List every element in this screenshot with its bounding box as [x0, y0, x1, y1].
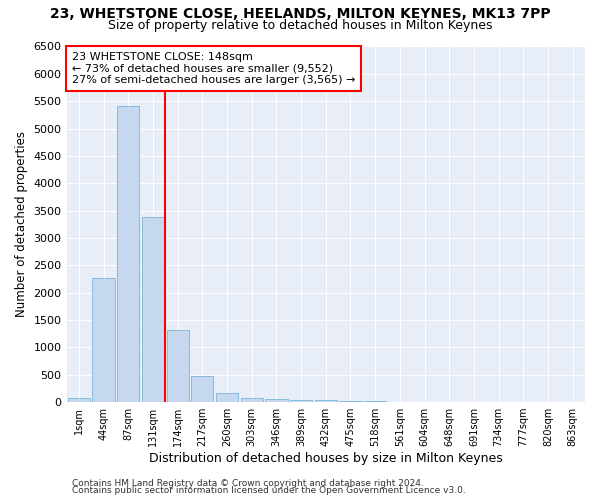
Bar — [68, 398, 90, 402]
Bar — [265, 399, 287, 402]
Bar — [167, 330, 189, 402]
Bar — [92, 278, 115, 402]
Bar — [241, 398, 263, 402]
Text: Size of property relative to detached houses in Milton Keynes: Size of property relative to detached ho… — [108, 19, 492, 32]
Text: Contains public sector information licensed under the Open Government Licence v3: Contains public sector information licen… — [72, 486, 466, 495]
Bar — [191, 376, 214, 402]
Bar — [142, 217, 164, 402]
Text: Contains HM Land Registry data © Crown copyright and database right 2024.: Contains HM Land Registry data © Crown c… — [72, 478, 424, 488]
Text: 23 WHETSTONE CLOSE: 148sqm
← 73% of detached houses are smaller (9,552)
27% of s: 23 WHETSTONE CLOSE: 148sqm ← 73% of deta… — [72, 52, 355, 85]
Bar — [340, 401, 362, 402]
Text: 23, WHETSTONE CLOSE, HEELANDS, MILTON KEYNES, MK13 7PP: 23, WHETSTONE CLOSE, HEELANDS, MILTON KE… — [50, 8, 550, 22]
X-axis label: Distribution of detached houses by size in Milton Keynes: Distribution of detached houses by size … — [149, 452, 503, 465]
Y-axis label: Number of detached properties: Number of detached properties — [15, 132, 28, 318]
Bar — [117, 106, 139, 402]
Bar — [290, 400, 312, 402]
Bar — [216, 394, 238, 402]
Bar — [314, 400, 337, 402]
